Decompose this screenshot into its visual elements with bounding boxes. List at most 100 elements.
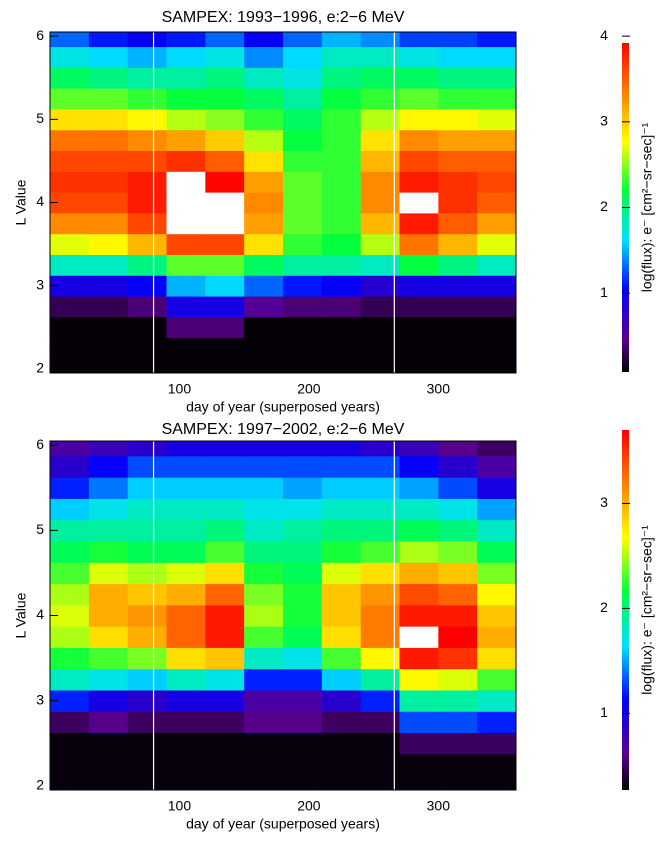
heatmap-cell <box>166 626 206 648</box>
colorbar-tick-label: 2 <box>600 599 608 615</box>
heatmap-cell <box>477 498 516 521</box>
heatmap-cell <box>127 626 167 648</box>
heatmap-cell <box>283 498 323 521</box>
heatmap-cell <box>438 689 478 712</box>
heatmap-cell <box>50 604 90 627</box>
heatmap-cell <box>127 498 167 521</box>
heatmap-cell <box>50 626 90 648</box>
heatmap-cell <box>244 583 284 606</box>
heatmap-cell <box>50 296 90 318</box>
heatmap-cell <box>127 441 167 457</box>
y-axis-label: L Value <box>13 592 29 638</box>
heatmap-cell <box>399 626 439 648</box>
heatmap-cell <box>205 753 245 776</box>
heatmap-cell <box>88 129 129 152</box>
heatmap-cell <box>477 32 516 48</box>
heatmap-cell <box>321 647 362 670</box>
heatmap-cell <box>127 67 167 89</box>
heatmap-cell <box>50 477 90 499</box>
heatmap-cell <box>360 604 400 627</box>
heatmap-cell <box>477 441 516 457</box>
heatmap-cell <box>127 732 167 755</box>
heatmap-cell <box>166 647 206 670</box>
heatmap-cell <box>477 668 516 691</box>
heatmap-cell <box>205 67 245 89</box>
heatmap-cell <box>399 212 439 235</box>
heatmap-cell <box>438 192 478 214</box>
heatmap-cell <box>88 775 129 790</box>
heatmap-cell <box>438 233 478 255</box>
heatmap-cell <box>360 455 400 478</box>
heatmap-cell <box>438 541 478 563</box>
heatmap-cell <box>244 441 284 457</box>
heatmap-cell <box>438 171 478 193</box>
heatmap-cell <box>205 46 245 68</box>
heatmap-cell <box>438 583 478 606</box>
heatmap-cell <box>127 233 167 255</box>
heatmap-cell <box>283 604 323 627</box>
heatmap-cell <box>166 254 206 276</box>
heatmap-cell <box>88 32 129 48</box>
heatmap-cell <box>360 711 400 734</box>
heatmap-cell <box>205 775 245 790</box>
heatmap-cell <box>127 477 167 499</box>
chart-title: SAMPEX: 1993−1996, e:2−6 MeV <box>162 9 405 26</box>
heatmap-cell <box>477 647 516 670</box>
heatmap-cell <box>166 108 206 131</box>
heatmap-cell <box>50 67 90 89</box>
heatmap-cell <box>477 477 516 499</box>
colorbar <box>622 430 629 790</box>
heatmap-cell <box>360 108 400 131</box>
heatmap-cell <box>283 67 323 89</box>
heatmap-cell <box>438 337 478 359</box>
heatmap-cell <box>360 150 400 172</box>
heatmap-cell <box>360 668 400 691</box>
heatmap-cell <box>244 455 284 478</box>
heatmap-cell <box>88 689 129 712</box>
heatmap-cell <box>399 192 439 214</box>
heatmap-cell <box>88 647 129 670</box>
heatmap-cell <box>88 337 129 359</box>
colorbar-label: log(flux): e⁻ [cm²−sr−sec]⁻¹ <box>639 525 655 695</box>
heatmap-cell <box>438 711 478 734</box>
heatmap-cell <box>477 88 516 110</box>
heatmap-cell <box>477 775 516 790</box>
heatmap <box>50 32 516 373</box>
heatmap-cell <box>321 775 362 790</box>
heatmap-cell <box>127 275 167 297</box>
heatmap-cell <box>127 192 167 214</box>
heatmap-cell <box>166 753 206 776</box>
heatmap-cell <box>438 732 478 755</box>
heatmap-cell <box>88 192 129 214</box>
heatmap-cell <box>438 604 478 627</box>
heatmap-cell <box>50 689 90 712</box>
heatmap-cell <box>283 316 323 339</box>
heatmap-cell <box>166 541 206 563</box>
heatmap-cell <box>321 498 362 521</box>
heatmap-cell <box>283 275 323 297</box>
heatmap-cell <box>50 441 90 457</box>
heatmap-cell <box>127 254 167 276</box>
x-axis-label: day of year (superposed years) <box>186 816 380 832</box>
heatmap-cell <box>127 212 167 235</box>
heatmap-cell <box>244 732 284 755</box>
heatmap-cell <box>438 129 478 152</box>
heatmap-cell <box>321 150 362 172</box>
heatmap-cell <box>399 689 439 712</box>
heatmap-cell <box>50 88 90 110</box>
heatmap-cell <box>438 296 478 318</box>
heatmap-cell <box>360 296 400 318</box>
heatmap-cell <box>244 711 284 734</box>
heatmap-cell <box>321 337 362 359</box>
heatmap-cell <box>283 254 323 276</box>
heatmap-cell <box>477 296 516 318</box>
heatmap-cell <box>166 732 206 755</box>
heatmap-cell <box>166 455 206 478</box>
heatmap-cell <box>244 316 284 339</box>
heatmap-cell <box>321 562 362 585</box>
heatmap-cell <box>88 358 129 373</box>
heatmap-cell <box>244 46 284 68</box>
heatmap-cell <box>244 254 284 276</box>
heatmap-cell <box>88 316 129 339</box>
heatmap-cell <box>283 477 323 499</box>
